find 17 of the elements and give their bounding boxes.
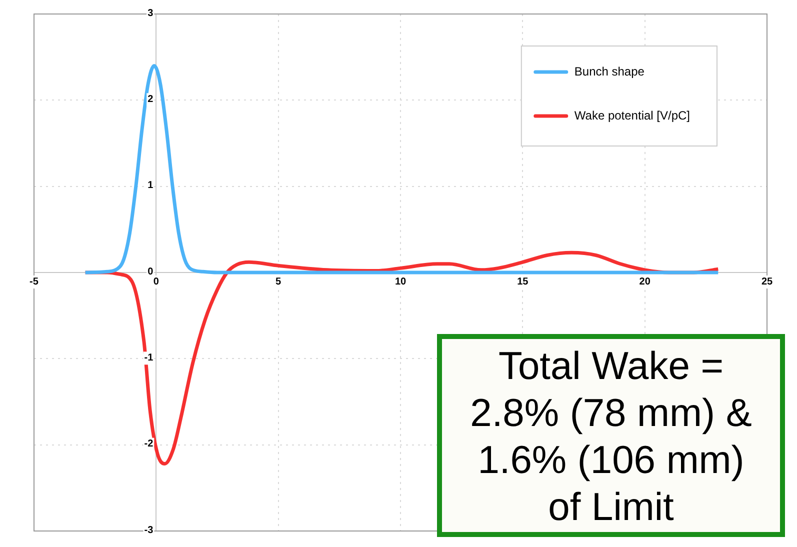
y-tick-label: 1 (148, 180, 154, 192)
annotation: Total Wake = 2.8% (78 mm) & 1.6% (106 mm) of Limit (437, 334, 785, 537)
line-series (84, 64, 720, 274)
x-tick-label: 20 (639, 276, 651, 288)
y-tick-label: -3 (144, 524, 154, 536)
x-tick-label: -5 (30, 276, 39, 288)
y-tick-label: 2 (148, 94, 154, 105)
y-tick-label: -1 (144, 352, 154, 364)
x-tick-label: 25 (761, 276, 773, 288)
x-tick-label: 15 (517, 276, 529, 288)
legend-label: Wake potential [V/pC] (574, 108, 690, 122)
legend-label: Bunch shape (574, 64, 645, 78)
x-tick-label: 5 (276, 276, 282, 288)
y-tick-label: 3 (148, 8, 154, 19)
y-tick-label: -2 (144, 438, 154, 450)
x-tick-label: 10 (394, 276, 406, 288)
y-tick-label: 0 (148, 266, 154, 278)
